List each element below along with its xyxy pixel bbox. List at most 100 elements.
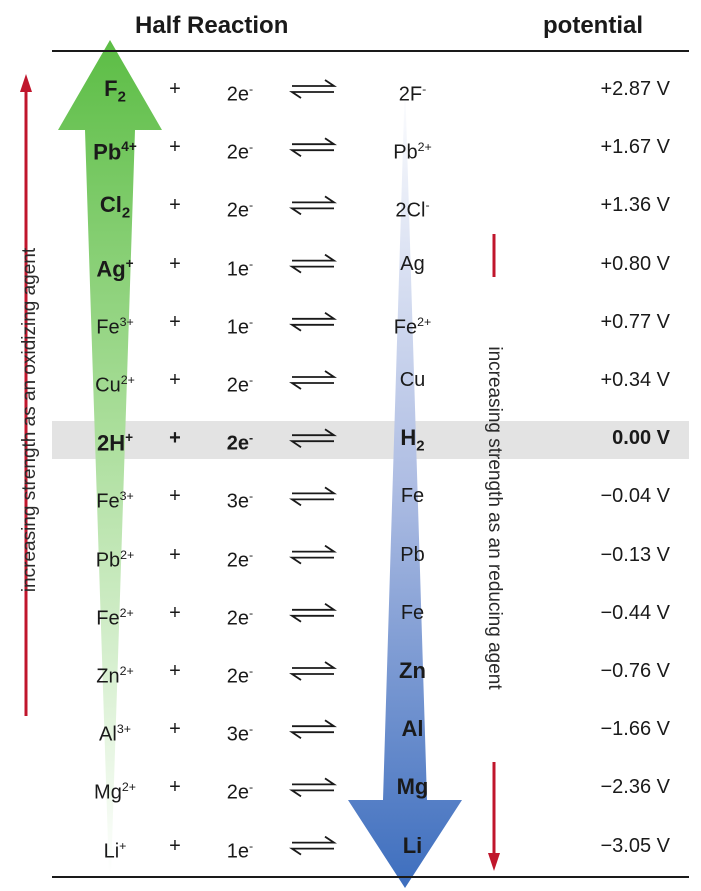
species-symbol: F	[104, 76, 118, 101]
electron-count: 3e-	[200, 709, 280, 749]
equilibrium-arrows-icon	[289, 719, 337, 739]
standard-potential: +0.34 V	[600, 369, 670, 391]
electron-count: 2e-	[200, 593, 280, 633]
species-charge: +	[125, 255, 134, 271]
species-symbol: Zn	[96, 665, 120, 688]
species-symbol: Al	[99, 723, 117, 746]
oxidizing-red-arrowhead	[20, 74, 32, 92]
plus-sign: +	[169, 310, 181, 333]
top-rule	[52, 50, 689, 52]
oxidized-species: Zn2+	[70, 651, 160, 691]
species-symbol: Fe	[393, 316, 418, 339]
electron-count: 2e-	[200, 360, 280, 400]
species-charge: 4+	[121, 139, 137, 155]
species-symbol: Fe	[400, 485, 425, 508]
reaction-row: Pb4+ +2e- Pb2+ +1.67 V	[0, 127, 701, 167]
oxidized-species: Fe2+	[70, 593, 160, 633]
electron-number: 2e	[226, 200, 250, 223]
species-charge: 3+	[116, 722, 131, 737]
electron-count: 2e-	[200, 651, 280, 691]
equilibrium-arrows-icon	[289, 370, 337, 390]
equilibrium-arrows-icon	[289, 195, 337, 216]
electron-charge: -	[249, 140, 254, 155]
plus-sign: +	[169, 601, 181, 624]
plus-sign: +	[169, 718, 181, 741]
electron-charge: -	[249, 256, 254, 271]
oxidized-species: Ag+	[70, 244, 160, 284]
species-symbol: 2H	[96, 430, 126, 456]
reduced-species: H2	[365, 418, 460, 458]
reduced-species: 2F-	[365, 69, 460, 109]
species-symbol: Pb	[95, 549, 121, 572]
species-symbol: Cu	[95, 374, 121, 397]
electron-count: 1e-	[200, 244, 280, 284]
equilibrium-arrows-icon	[289, 312, 337, 332]
electron-number: 2e	[226, 607, 250, 630]
reduced-species: Ag	[365, 244, 460, 284]
electron-number: 1e	[226, 316, 250, 339]
species-symbol: Cu	[399, 369, 426, 391]
reaction-row: Fe3+ +1e- Fe2+ +0.77 V	[0, 302, 701, 342]
species-charge: 2+	[417, 314, 432, 329]
electron-number: 1e	[226, 840, 250, 863]
equilibrium-arrows-icon	[289, 428, 337, 448]
oxidized-species: 2H+	[70, 418, 160, 458]
reduced-species: Pb2+	[365, 127, 460, 167]
reduced-species: Pb	[365, 535, 460, 575]
header-potential: potential	[543, 12, 643, 39]
standard-potential: −0.44 V	[600, 601, 670, 624]
species-symbol: Li	[103, 840, 120, 863]
plus-sign: +	[169, 252, 181, 275]
oxidized-species: Fe3+	[70, 302, 160, 342]
species-symbol: Ag	[400, 252, 425, 275]
plus-sign: +	[169, 485, 181, 508]
equilibrium-arrows-icon	[289, 661, 337, 681]
standard-potential: +1.36 V	[600, 194, 670, 217]
standard-potential: −0.76 V	[600, 660, 670, 682]
electron-charge: -	[249, 780, 254, 795]
reduced-species: Fe2+	[365, 302, 460, 342]
standard-potential: 0.00 V	[612, 427, 670, 450]
species-symbol: Mg	[94, 782, 122, 805]
reaction-row: Zn2+ +2e- Zn −0.76 V	[0, 651, 701, 691]
species-charge: -	[422, 82, 427, 96]
species-symbol: Cl	[99, 192, 122, 218]
reducing-strength-arrow	[348, 80, 462, 888]
oxidized-species: Al3+	[70, 709, 160, 749]
plus-sign: +	[169, 660, 181, 682]
species-symbol: Fe	[400, 601, 425, 624]
electron-charge: -	[249, 489, 254, 504]
equilibrium-arrows-icon	[289, 544, 337, 565]
equilibrium-arrows-icon	[289, 253, 337, 274]
electron-count: 2e-	[200, 127, 280, 167]
electron-charge: -	[249, 722, 254, 737]
species-symbol: Pb	[400, 543, 425, 566]
plus-sign: +	[169, 78, 181, 100]
electron-count: 1e-	[200, 826, 280, 866]
reduced-species: Li	[365, 826, 460, 866]
header-half-reaction: Half Reaction	[135, 12, 289, 39]
electron-count: 1e-	[200, 302, 280, 342]
oxidizing-strength-arrow	[58, 40, 162, 875]
species-charge: -	[425, 198, 430, 213]
species-charge: 3+	[119, 489, 134, 504]
electron-number: 2e	[226, 782, 250, 805]
species-symbol: Pb	[393, 141, 418, 164]
reaction-row: F2 +2e- 2F- +2.87 V	[0, 69, 701, 109]
reduced-species: Cu	[365, 360, 460, 400]
species-charge: 2+	[119, 605, 134, 620]
reaction-row: Mg2+ +2e- Mg −2.36 V	[0, 767, 701, 807]
species-symbol: Zn	[399, 658, 426, 683]
reaction-row: Cu2+ +2e- Cu +0.34 V	[0, 360, 701, 400]
reduced-species: 2Cl-	[365, 185, 460, 225]
electron-number: 3e	[226, 723, 250, 746]
plus-sign: +	[169, 136, 181, 159]
species-symbol: Al	[401, 716, 424, 742]
oxidized-species: F2	[70, 69, 160, 109]
bottom-rule	[52, 876, 689, 878]
electron-charge: -	[249, 373, 254, 387]
oxidized-species: Cl2	[70, 185, 160, 225]
species-subscript: 2	[117, 88, 126, 106]
reduced-species: Zn	[365, 651, 460, 691]
